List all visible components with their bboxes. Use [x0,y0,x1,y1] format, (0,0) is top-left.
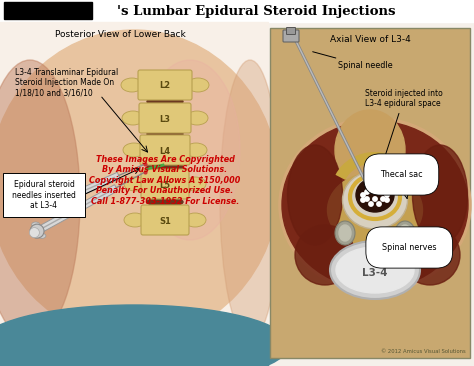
Ellipse shape [0,30,279,340]
Text: L3: L3 [159,115,171,123]
Text: L3-4 Translaminar Epidural
Steroid Injection Made On
1/18/10 and 3/16/10: L3-4 Translaminar Epidural Steroid Injec… [15,68,118,98]
FancyBboxPatch shape [283,30,299,42]
Ellipse shape [147,198,183,206]
Ellipse shape [185,143,207,157]
FancyBboxPatch shape [286,27,295,34]
Text: Epidural steroid
needles inserted
at L3-4: Epidural steroid needles inserted at L3-… [12,180,76,210]
Ellipse shape [122,111,144,125]
Polygon shape [37,185,118,233]
Ellipse shape [400,225,460,285]
Ellipse shape [124,213,146,227]
Ellipse shape [48,209,56,214]
Circle shape [385,193,389,197]
Polygon shape [48,172,120,209]
Ellipse shape [336,247,414,293]
Ellipse shape [0,60,80,340]
Text: L5: L5 [159,180,171,190]
Circle shape [365,190,369,194]
Circle shape [30,224,44,238]
Circle shape [373,197,377,201]
Ellipse shape [186,111,208,125]
Ellipse shape [124,177,146,191]
Ellipse shape [43,198,51,202]
Bar [0,22,268,366]
Ellipse shape [147,97,183,106]
Ellipse shape [343,171,408,229]
Ellipse shape [399,225,411,241]
Circle shape [373,188,377,192]
Circle shape [377,202,381,206]
Circle shape [40,203,50,213]
Ellipse shape [187,78,209,92]
Ellipse shape [38,234,46,238]
Ellipse shape [0,305,289,366]
Circle shape [365,197,369,201]
Ellipse shape [356,178,394,212]
Text: Steroid injected into
L3-4 epidural space: Steroid injected into L3-4 epidural spac… [365,89,443,183]
Ellipse shape [282,121,468,289]
FancyBboxPatch shape [139,103,191,133]
Ellipse shape [121,78,143,92]
Ellipse shape [295,225,355,285]
Circle shape [40,200,55,214]
Circle shape [361,198,365,202]
Text: L3-4: L3-4 [362,268,388,278]
Circle shape [361,193,365,197]
Circle shape [29,228,39,238]
Ellipse shape [184,177,206,191]
Text: L4: L4 [159,146,171,156]
Text: Posterior View of Lower Back: Posterior View of Lower Back [55,30,185,39]
FancyBboxPatch shape [3,173,85,217]
Text: L2: L2 [159,82,171,90]
Circle shape [385,198,389,202]
Circle shape [381,190,385,194]
Text: Thecal sac: Thecal sac [380,170,423,198]
Text: Axial View of L3-4: Axial View of L3-4 [329,35,410,44]
Ellipse shape [412,145,467,245]
FancyBboxPatch shape [141,169,189,199]
Ellipse shape [335,110,405,190]
Bar [0,330,268,366]
Ellipse shape [147,130,183,138]
Ellipse shape [288,145,343,245]
Ellipse shape [32,222,40,227]
FancyBboxPatch shape [141,205,189,235]
Ellipse shape [184,213,206,227]
Ellipse shape [328,172,422,247]
Text: © 2012 Amicus Visual Solutions: © 2012 Amicus Visual Solutions [381,349,466,354]
Text: 's Lumbar Epidural Steroid Injections: 's Lumbar Epidural Steroid Injections [117,4,395,18]
Ellipse shape [123,143,145,157]
Bar [4,2,92,19]
Ellipse shape [395,221,415,245]
Ellipse shape [279,117,471,292]
Ellipse shape [335,221,355,245]
FancyBboxPatch shape [138,70,192,100]
Circle shape [367,185,371,189]
Text: Spinal needle: Spinal needle [313,52,392,71]
Circle shape [381,197,385,201]
Ellipse shape [339,225,351,241]
FancyBboxPatch shape [140,135,190,165]
Ellipse shape [147,163,183,172]
Bar [0,0,474,22]
Text: These Images Are Copyrighted
By Amicus Visual Solutions.
Copyright Law Allows A : These Images Are Copyrighted By Amicus V… [89,155,241,206]
Circle shape [379,185,383,189]
Circle shape [369,202,373,206]
Ellipse shape [140,60,240,240]
Text: S1: S1 [159,217,171,225]
Text: Spinal nerves: Spinal nerves [382,239,437,252]
Ellipse shape [330,241,420,299]
Bar [270,28,470,358]
Ellipse shape [220,60,280,340]
